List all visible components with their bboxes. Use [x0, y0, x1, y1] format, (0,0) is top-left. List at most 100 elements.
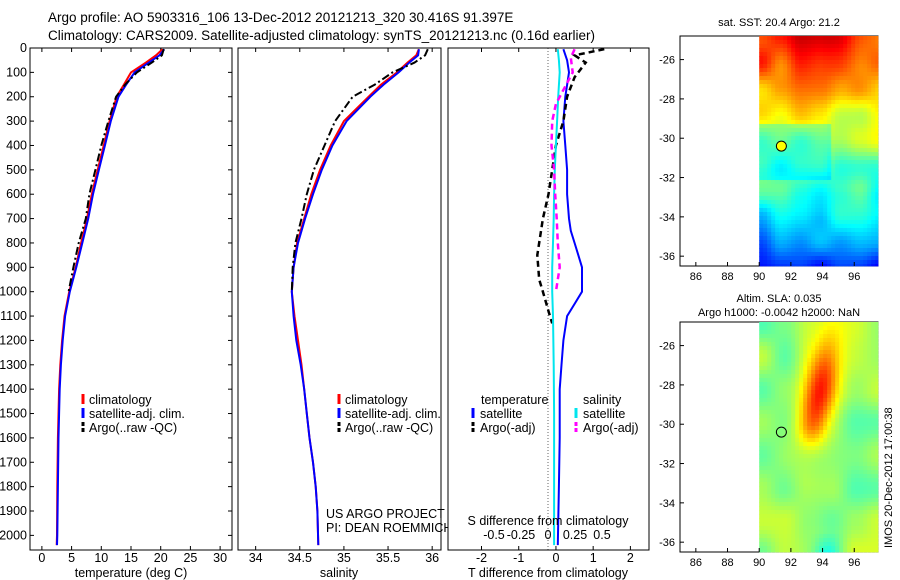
heatmap-cell — [775, 160, 780, 165]
heatmap-cell — [759, 510, 764, 515]
heatmap-cell — [767, 256, 772, 261]
heatmap-cell — [827, 382, 832, 387]
heatmap-cell — [775, 112, 780, 117]
heatmap-cell — [867, 378, 872, 383]
heatmap-cell — [855, 120, 860, 125]
heatmap-cell — [835, 438, 840, 443]
heatmap-cell — [839, 550, 844, 553]
heatmap-cell — [759, 346, 764, 351]
heatmap-cell — [803, 414, 808, 419]
heatmap-cell — [759, 322, 764, 327]
difference-panel: -2 -1 0 1 2 T difference from climatology S … — [447, 47, 650, 580]
heatmap-cell — [863, 156, 868, 161]
heatmap-cell — [843, 466, 848, 471]
heatmap-cell — [803, 546, 808, 551]
heatmap-cell — [827, 52, 832, 57]
heatmap-cell — [811, 228, 816, 233]
heatmap-cell — [823, 382, 828, 387]
heatmap-cell — [827, 216, 832, 221]
heatmap-cell — [763, 120, 768, 125]
heatmap-cell — [863, 426, 868, 431]
heatmap-cell — [787, 64, 792, 69]
heatmap-cell — [811, 526, 816, 531]
heatmap-cell — [847, 402, 852, 407]
heatmap-cell — [847, 88, 852, 93]
heatmap-cell — [823, 172, 828, 177]
heatmap-cell — [823, 430, 828, 435]
heatmap-cell — [819, 362, 824, 367]
heatmap-cell — [819, 60, 824, 65]
heatmap-cell — [847, 80, 852, 85]
heatmap-cell — [827, 72, 832, 77]
heatmap-cell — [803, 458, 808, 463]
heatmap-cell — [803, 72, 808, 77]
heatmap-cell — [775, 422, 780, 427]
heatmap-cell — [863, 124, 868, 129]
heatmap-cell — [863, 482, 868, 487]
heatmap-cell — [827, 240, 832, 245]
heatmap-cell — [851, 196, 856, 201]
heatmap-cell — [763, 244, 768, 249]
heatmap-cell — [863, 454, 868, 459]
heatmap-cell — [811, 164, 816, 169]
heatmap-cell — [847, 180, 852, 185]
heatmap-cell — [819, 394, 824, 399]
heatmap-cell — [807, 490, 812, 495]
heatmap-cell — [831, 52, 836, 57]
heatmap-cell — [831, 168, 836, 173]
heatmap-cell — [787, 40, 792, 45]
map-lon-tick-label: 94 — [816, 557, 828, 569]
heatmap-cell — [839, 386, 844, 391]
heatmap-cell — [759, 498, 764, 503]
heatmap-cell — [823, 204, 828, 209]
heatmap-cell — [851, 386, 856, 391]
heatmap-cell — [767, 248, 772, 253]
heatmap-cell — [771, 518, 776, 523]
heatmap-cell — [871, 506, 876, 511]
heatmap-cell — [759, 414, 764, 419]
heatmap-cell — [859, 196, 864, 201]
heatmap-cell — [771, 346, 776, 351]
heatmap-cell — [839, 458, 844, 463]
heatmap-cell — [875, 370, 879, 375]
heatmap-cell — [827, 370, 832, 375]
heatmap-cell — [871, 48, 876, 53]
heatmap-cell — [811, 434, 816, 439]
heatmap-cell — [863, 80, 868, 85]
heatmap-cell — [779, 248, 784, 253]
heatmap-cell — [759, 538, 764, 543]
heatmap-cell — [819, 418, 824, 423]
heatmap-cell — [811, 192, 816, 197]
heatmap-cell — [819, 204, 824, 209]
heatmap-cell — [767, 44, 772, 49]
heatmap-cell — [823, 212, 828, 217]
heatmap-cell — [795, 506, 800, 511]
heatmap-cell — [815, 192, 820, 197]
heatmap-cell — [759, 390, 764, 395]
heatmap-cell — [815, 164, 820, 169]
heatmap-cell — [783, 72, 788, 77]
heatmap-cell — [871, 152, 876, 157]
heatmap-cell — [775, 120, 780, 125]
heatmap-cell — [871, 378, 876, 383]
heatmap-cell — [831, 172, 836, 177]
heatmap-cell — [835, 550, 840, 553]
heatmap-cell — [779, 546, 784, 551]
heatmap-cell — [859, 240, 864, 245]
heatmap-cell — [839, 366, 844, 371]
heatmap-cell — [851, 522, 856, 527]
heatmap-cell — [835, 44, 840, 49]
heatmap-cell — [783, 346, 788, 351]
heatmap-cell — [815, 156, 820, 161]
heatmap-cell — [871, 196, 876, 201]
heatmap-cell — [875, 108, 879, 113]
heatmap-cell — [847, 486, 852, 491]
heatmap-cell — [867, 156, 872, 161]
heatmap-cell — [823, 60, 828, 65]
heatmap-cell — [807, 550, 812, 553]
heatmap-cell — [799, 522, 804, 527]
heatmap-cell — [775, 414, 780, 419]
heatmap-cell — [767, 534, 772, 539]
heatmap-cell — [771, 224, 776, 229]
heatmap-cell — [859, 68, 864, 73]
